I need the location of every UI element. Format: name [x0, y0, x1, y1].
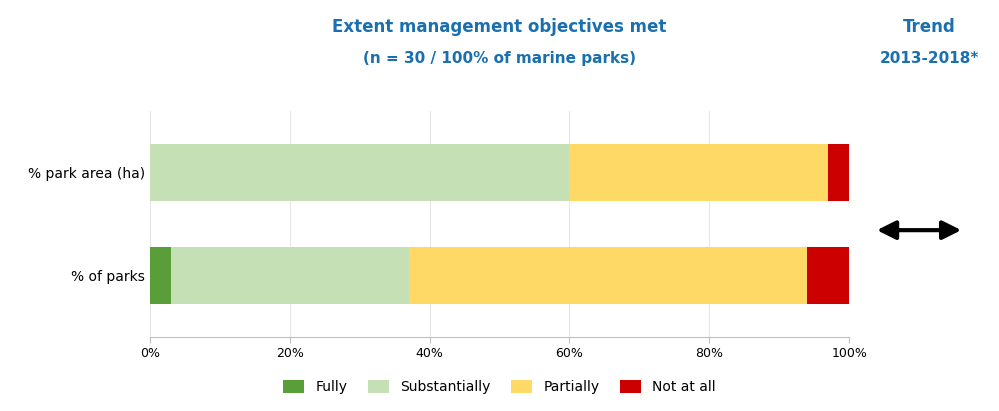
Bar	[409, 247, 807, 304]
Bar	[171, 247, 409, 304]
Bar	[828, 144, 849, 201]
Bar	[569, 144, 828, 201]
Text: Extent management objectives met: Extent management objectives met	[333, 18, 666, 37]
Text: Trend: Trend	[903, 18, 955, 37]
Text: 2013-2018*: 2013-2018*	[879, 51, 979, 66]
Legend: Fully, Substantially, Partially, Not at all: Fully, Substantially, Partially, Not at …	[278, 375, 721, 400]
Bar	[150, 247, 171, 304]
Bar	[150, 144, 569, 201]
Bar	[807, 247, 849, 304]
Text: (n = 30 / 100% of marine parks): (n = 30 / 100% of marine parks)	[363, 51, 636, 66]
